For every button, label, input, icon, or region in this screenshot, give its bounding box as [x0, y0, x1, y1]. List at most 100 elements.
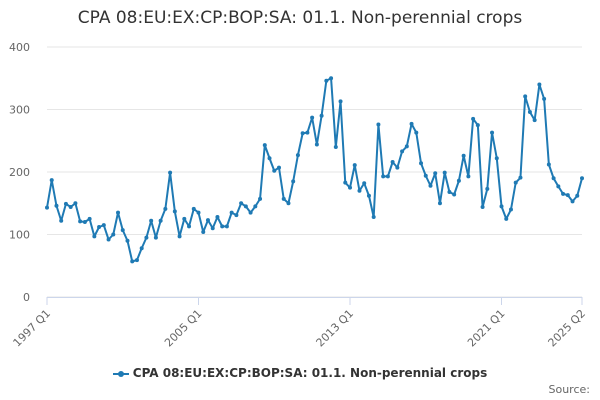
- data-point: [224, 224, 229, 229]
- data-point: [229, 210, 234, 215]
- gridlines: [47, 46, 582, 298]
- data-point: [475, 123, 480, 128]
- credits[interactable]: Source:: [548, 383, 591, 396]
- data-point: [158, 218, 163, 223]
- data-point: [499, 204, 504, 209]
- data-point: [116, 210, 121, 215]
- data-point: [381, 174, 386, 179]
- data-point: [125, 238, 130, 243]
- data-point: [456, 178, 461, 183]
- data-point: [97, 225, 102, 229]
- data-point: [580, 176, 584, 181]
- data-point: [546, 162, 551, 167]
- data-point: [258, 196, 263, 201]
- data-point: [187, 224, 192, 229]
- data-point: [371, 215, 376, 219]
- data-point: [319, 113, 324, 118]
- data-point: [338, 99, 343, 104]
- data-point: [87, 216, 92, 221]
- data-point: [348, 185, 353, 190]
- data-point: [542, 96, 547, 101]
- data-point: [447, 190, 452, 194]
- data-point: [385, 174, 390, 179]
- y-tick-label: 300: [9, 104, 30, 117]
- data-point: [120, 228, 125, 233]
- y-tick-label: 0: [23, 291, 30, 304]
- data-point: [101, 223, 106, 228]
- data-point: [324, 78, 329, 83]
- data-point: [73, 201, 78, 206]
- data-point: [433, 171, 438, 176]
- data-point: [59, 218, 64, 223]
- data-point: [82, 220, 87, 224]
- data-point: [565, 193, 570, 198]
- legend-line-marker-icon: [112, 369, 129, 379]
- data-point: [513, 180, 518, 185]
- data-point: [253, 204, 258, 209]
- data-point: [537, 82, 542, 87]
- y-tick-label: 400: [9, 41, 30, 54]
- data-point: [490, 130, 495, 135]
- data-point: [78, 219, 83, 224]
- data-point: [352, 163, 357, 168]
- x-tick-label: 1997 Q1: [11, 307, 54, 350]
- data-point: [551, 176, 556, 181]
- data-point: [49, 178, 54, 183]
- data-point: [329, 76, 334, 81]
- data-point: [461, 153, 466, 158]
- data-point: [400, 149, 405, 154]
- data-point: [130, 259, 135, 264]
- data-point: [480, 205, 485, 209]
- data-point: [314, 142, 319, 147]
- data-point: [248, 210, 253, 215]
- data-point: [276, 165, 281, 170]
- data-point: [286, 201, 291, 206]
- data-point: [518, 175, 523, 180]
- data-point: [54, 203, 59, 208]
- data-point: [291, 179, 296, 184]
- data-point: [172, 209, 177, 214]
- data-point: [452, 192, 457, 197]
- data-point: [196, 210, 201, 215]
- data-point: [234, 213, 239, 218]
- data-point: [163, 206, 168, 211]
- data-point: [92, 234, 97, 239]
- data-point: [333, 145, 338, 149]
- data-point: [556, 184, 561, 189]
- data-point: [437, 201, 442, 206]
- data-point: [45, 205, 49, 210]
- data-point: [205, 218, 210, 223]
- data-point: [409, 121, 414, 126]
- data-point: [343, 180, 348, 185]
- data-point: [423, 173, 428, 178]
- data-point: [63, 201, 68, 206]
- data-point: [267, 156, 272, 161]
- data-point: [68, 205, 73, 209]
- data-point: [575, 193, 580, 198]
- y-axis-ticks: 0 100 200 300 400: [9, 41, 30, 304]
- data-point: [523, 94, 528, 99]
- data-point: [561, 191, 566, 196]
- data-point: [182, 216, 187, 221]
- data-point: [153, 235, 158, 240]
- y-tick-label: 100: [9, 229, 30, 242]
- series-line: [46, 77, 583, 263]
- chart-title: CPA 08:EU:EX:CP:BOP:SA: 01.1. Non-perenn…: [77, 8, 523, 28]
- legend[interactable]: CPA 08:EU:EX:CP:BOP:SA: 01.1. Non-perenn…: [0, 366, 600, 380]
- data-point: [471, 116, 476, 121]
- data-point: [300, 131, 305, 136]
- data-point: [149, 218, 154, 223]
- data-point: [295, 153, 300, 158]
- data-point: [376, 122, 381, 127]
- x-tick-label: 2013 Q1: [314, 307, 357, 350]
- data-point: [362, 181, 367, 186]
- data-point: [532, 118, 537, 123]
- data-point: [168, 170, 173, 175]
- data-point: [134, 258, 139, 263]
- data-point: [428, 183, 433, 188]
- data-point: [305, 130, 310, 135]
- data-point: [239, 201, 244, 206]
- data-point: [404, 144, 409, 149]
- x-tick-label: 2021 Q1: [465, 307, 508, 350]
